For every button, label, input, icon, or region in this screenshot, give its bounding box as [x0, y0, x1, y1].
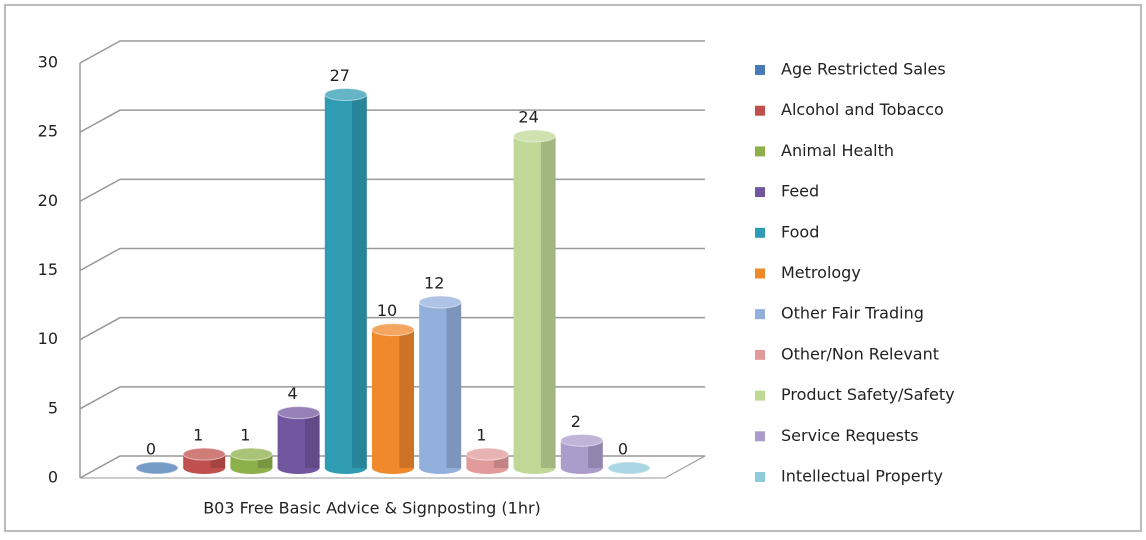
legend-label: Service Requests: [781, 426, 919, 445]
legend-swatch: [755, 105, 765, 116]
legend-label: Product Safety/Safety: [781, 385, 955, 404]
value-label: 1: [240, 426, 250, 445]
bar-top: [465, 447, 509, 461]
legend-swatch: [755, 431, 765, 442]
legend-label: Metrology: [781, 263, 861, 282]
legend-swatch: [755, 146, 765, 157]
y-tick-label: 15: [38, 260, 58, 279]
bar-top-light: [136, 462, 178, 474]
grid-line: [79, 109, 705, 133]
y-tick-label: 0: [48, 468, 58, 487]
bar-top-light: [466, 448, 509, 461]
bar: [277, 406, 321, 474]
bar-top-light: [277, 406, 320, 419]
y-tick-label: 25: [38, 122, 58, 141]
grid-line: [79, 455, 705, 479]
value-label: 1: [476, 426, 486, 445]
legend-swatch: [755, 268, 765, 279]
bar-shade: [446, 302, 462, 468]
bar-top: [560, 433, 604, 447]
bar-top: [513, 129, 557, 143]
bar: [135, 461, 179, 475]
legend-swatch: [755, 349, 765, 360]
legend-swatch: [755, 390, 765, 401]
bar-body: [324, 94, 367, 468]
bar-top: [607, 461, 651, 475]
value-label: 4: [288, 384, 298, 403]
bar-top: [182, 447, 226, 461]
legend-label: Other/Non Relevant: [781, 344, 939, 363]
grid-line: [79, 386, 705, 410]
legend-label: Animal Health: [781, 141, 894, 160]
bar-top-light: [513, 130, 556, 142]
bar: [465, 447, 509, 474]
bar-top: [277, 406, 321, 420]
legend-swatch: [755, 65, 765, 75]
bar-top: [135, 461, 179, 475]
value-label: 12: [424, 274, 444, 293]
value-label: 24: [518, 108, 538, 127]
legend-swatch: [755, 309, 765, 320]
grid-line: [79, 40, 705, 64]
legend-label: Intellectual Property: [781, 467, 943, 486]
value-label: 10: [377, 301, 397, 320]
bar-top-light: [608, 462, 650, 474]
x-tick-label: B03 Free Basic Advice & Signposting (1hr…: [203, 499, 541, 518]
legend-label: Food: [781, 222, 819, 241]
bar-top-light: [183, 448, 226, 461]
bar-top-light: [560, 434, 603, 447]
grid-line: [79, 247, 705, 272]
legend-swatch: [755, 187, 765, 198]
grid-line: [79, 178, 705, 202]
bar-shade: [588, 440, 603, 468]
bar-top-light: [230, 448, 273, 461]
bar: [182, 447, 226, 474]
bar: [607, 461, 651, 475]
bar: [324, 88, 368, 474]
bar-shade: [304, 412, 320, 468]
bar-body: [372, 329, 414, 468]
bar-shade: [399, 329, 414, 468]
bar: [560, 433, 604, 474]
y-tick-label: 30: [38, 53, 58, 72]
bar-top: [229, 447, 273, 461]
value-label: 1: [193, 426, 203, 445]
legend-label: Age Restricted Sales: [781, 60, 946, 79]
y-tick-label: 20: [38, 191, 58, 210]
y-tick-label: 10: [38, 329, 58, 348]
bar: [418, 295, 462, 474]
bar-top: [324, 88, 368, 101]
legend-swatch: [755, 472, 765, 482]
value-label: 27: [330, 66, 350, 85]
legend-label: Alcohol and Tobacco: [781, 100, 944, 119]
y-tick-label: 5: [48, 398, 58, 417]
bar-top-light: [372, 323, 414, 336]
value-label: 0: [618, 440, 628, 459]
legend-label: Other Fair Trading: [781, 304, 924, 323]
bar: [513, 129, 557, 474]
bar: [371, 323, 415, 474]
bar-body: [277, 412, 320, 468]
bar-top-light: [324, 88, 367, 101]
bar-shade: [540, 136, 556, 468]
legend-swatch: [755, 227, 765, 238]
bar-body: [419, 302, 462, 468]
grid-line: [79, 316, 705, 341]
value-label: 2: [571, 412, 581, 431]
bar: [229, 447, 273, 474]
bar-shade: [352, 94, 367, 468]
bar-top: [418, 295, 462, 309]
legend-label: Feed: [781, 182, 819, 201]
bar-body: [513, 136, 556, 468]
value-label: 0: [146, 440, 156, 459]
bar-top: [371, 323, 415, 337]
bar-top-light: [419, 296, 462, 308]
